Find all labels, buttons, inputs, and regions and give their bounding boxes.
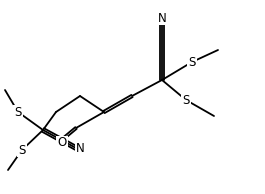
Text: S: S xyxy=(182,94,190,107)
Text: N: N xyxy=(76,141,84,154)
Text: O: O xyxy=(58,137,67,150)
Text: N: N xyxy=(158,11,166,24)
Text: S: S xyxy=(188,55,196,68)
Text: S: S xyxy=(14,106,22,119)
Text: S: S xyxy=(18,144,26,157)
